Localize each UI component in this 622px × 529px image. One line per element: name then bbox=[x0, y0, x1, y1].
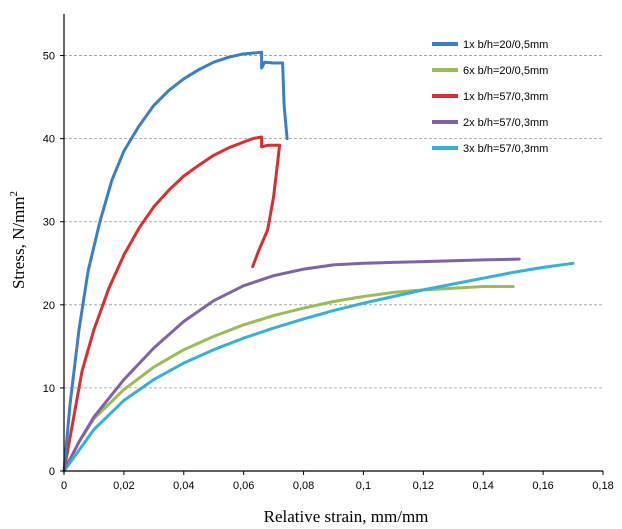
y-axis-label-superscript: 2 bbox=[8, 191, 20, 197]
x-axis-label: Relative strain, mm/mm bbox=[264, 507, 429, 526]
legend-label: 1x b/h=20/0,5mm bbox=[463, 39, 548, 51]
x-tick-label: 0,08 bbox=[293, 480, 314, 492]
x-tick-label: 0,14 bbox=[473, 480, 494, 492]
y-axis-label-main: Stress, N/mm bbox=[9, 196, 28, 289]
x-tick-label: 0,04 bbox=[173, 480, 194, 492]
y-tick-label: 40 bbox=[43, 134, 55, 146]
series-line-3 bbox=[62, 135, 282, 473]
y-tick-label: 20 bbox=[43, 300, 55, 312]
x-tick-label: 0,06 bbox=[233, 480, 254, 492]
legend: 1x b/h=20/0,5mm 6x b/h=20/0,5mm 1x b/h=57/… bbox=[432, 39, 548, 155]
x-tick-labels: 0 0,02 0,04 0,06 0,08 0,1 0,12 0,14 0,16 0,18 bbox=[61, 480, 614, 492]
legend-label: 3x b/h=57/0,3mm bbox=[463, 143, 548, 155]
legend-label: 6x b/h=20/0,5mm bbox=[463, 65, 548, 77]
y-tick-label: 10 bbox=[43, 383, 55, 395]
x-tick-label: 0 bbox=[61, 480, 67, 492]
y-axis-label: Stress, N/mm2 bbox=[8, 191, 28, 289]
legend-label: 1x b/h=57/0,3mm bbox=[463, 91, 548, 103]
series-lines bbox=[62, 50, 575, 473]
x-tick-label: 0,1 bbox=[356, 480, 371, 492]
axes bbox=[60, 14, 604, 475]
y-tick-label: 30 bbox=[43, 217, 55, 229]
x-tick-label: 0,02 bbox=[113, 480, 134, 492]
legend-label: 2x b/h=57/0,3mm bbox=[463, 117, 548, 129]
x-tick-label: 0,16 bbox=[532, 480, 553, 492]
y-tick-labels: 0 10 20 30 40 50 bbox=[43, 51, 55, 478]
series-line-4 bbox=[62, 257, 521, 473]
series-line-2 bbox=[62, 285, 515, 473]
y-tick-label: 0 bbox=[49, 466, 55, 478]
y-tick-label: 50 bbox=[43, 51, 55, 63]
x-tick-label: 0,18 bbox=[592, 480, 613, 492]
x-tick-label: 0,12 bbox=[413, 480, 434, 492]
series-line-1 bbox=[62, 50, 289, 473]
series-line-5 bbox=[62, 261, 575, 473]
